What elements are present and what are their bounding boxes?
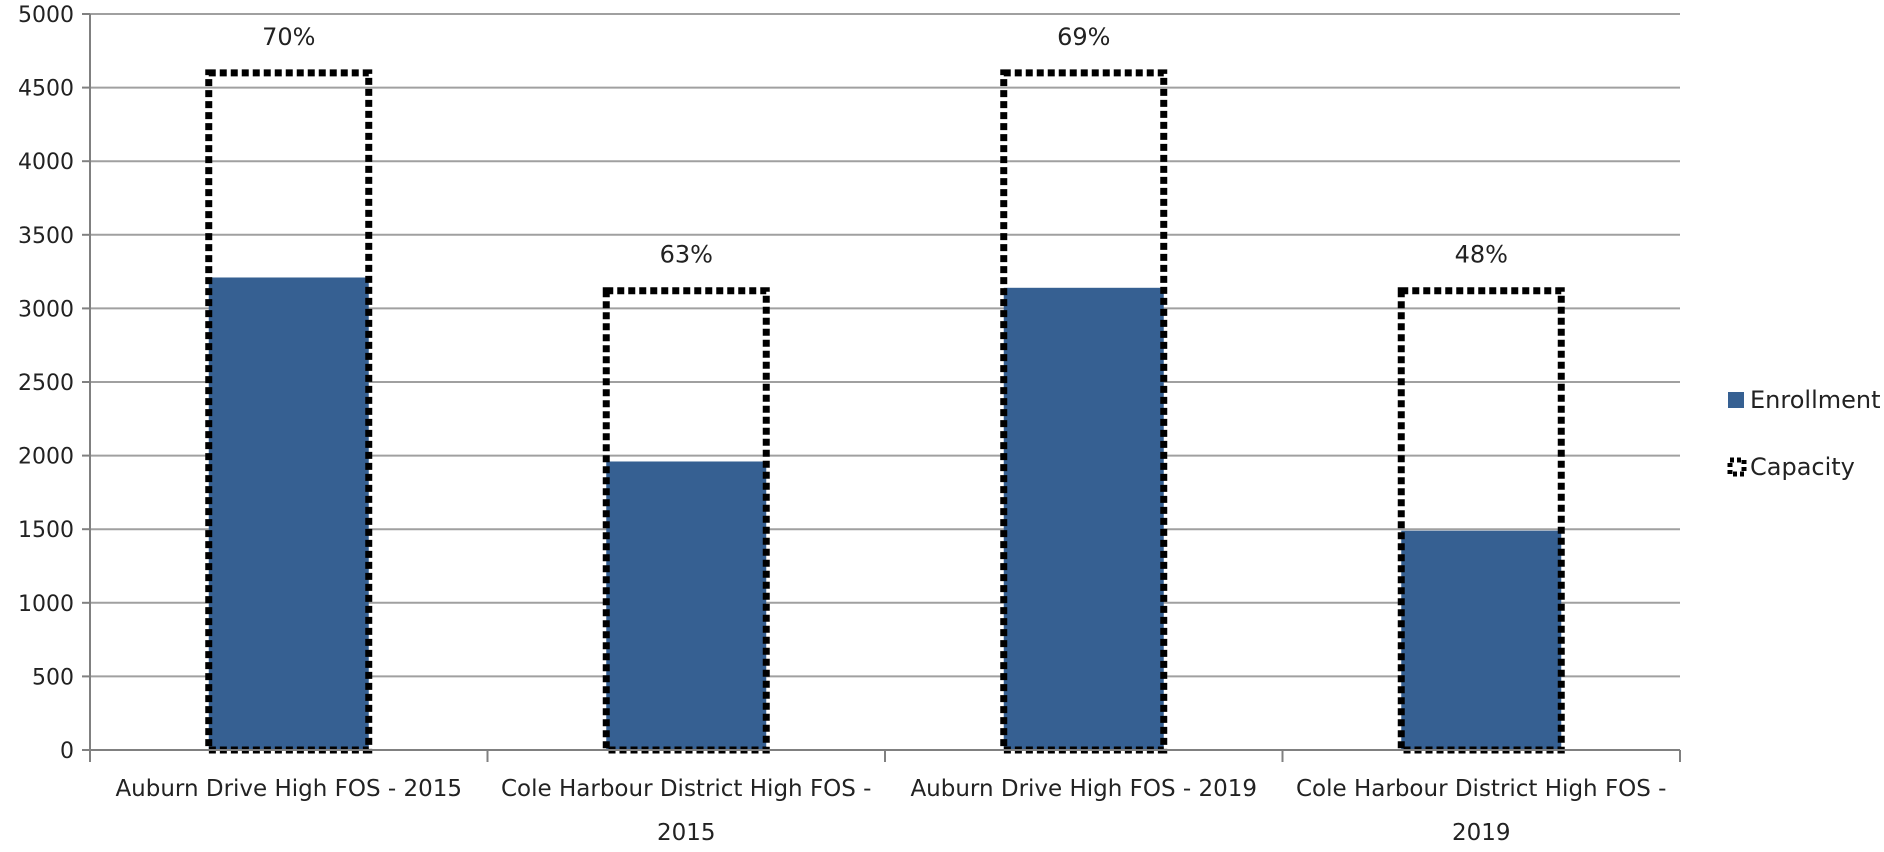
y-axis: 0 500 1000 1500 2000 2500 3000 3500 4000 4500 5000 [18,3,91,764]
y-tick-label: 1500 [18,518,74,543]
y-tick-label: 1000 [18,592,74,617]
enrollment-bar [1003,287,1164,750]
y-tick-label: 500 [32,665,74,690]
capacity-outlines [205,69,1565,754]
y-tick-label: 3500 [18,224,74,249]
utilization-label: 70% [262,23,315,51]
data-labels: 70% 63% 69% 48% [262,23,1508,269]
enrollment-bar [1401,530,1562,750]
y-tick-label: 5000 [18,3,74,28]
enrollment-bar [208,277,369,750]
legend-swatch-enrollment [1728,392,1744,408]
legend-label-capacity: Capacity [1750,453,1855,481]
y-tick-label: 3000 [18,297,74,322]
y-tick-label: 4500 [18,77,74,102]
category-label: Cole Harbour District High FOS -2019 [1296,776,1666,846]
y-tick-label: 2000 [18,445,74,470]
y-tick-label: 0 [60,739,74,764]
y-tick-label: 2500 [18,371,74,396]
utilization-label: 63% [660,241,713,269]
category-label: Auburn Drive High FOS - 2015 [115,776,462,802]
legend-label-enrollment: Enrollment [1750,386,1881,414]
legend: Enrollment Capacity [1727,386,1881,481]
enrollment-bar [606,461,767,750]
category-label: Auburn Drive High FOS - 2019 [910,776,1257,802]
category-label: Cole Harbour District High FOS -2015 [501,776,871,846]
x-axis: Auburn Drive High FOS - 2015 Cole Harbour… [89,749,1681,846]
enrollment-bars [208,277,1562,750]
utilization-label: 48% [1455,241,1508,269]
legend-swatch-capacity [1727,457,1747,477]
y-tick-label: 4000 [18,150,74,175]
utilization-label: 69% [1057,23,1110,51]
